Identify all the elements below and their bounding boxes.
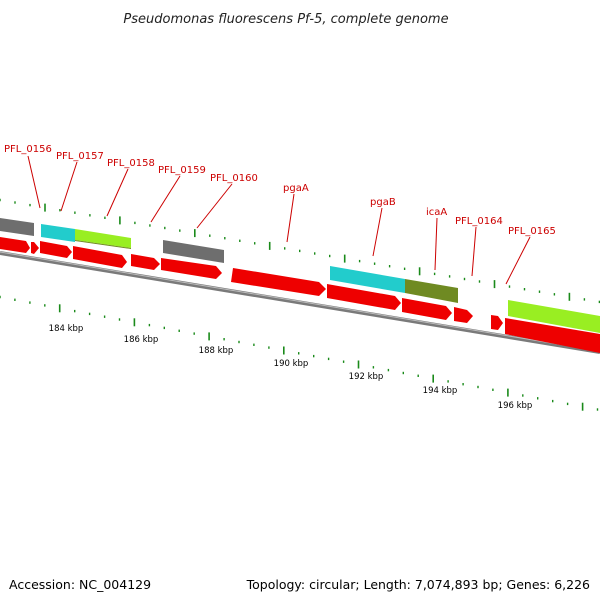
gene-label: PFL_0156 [4,144,52,155]
leader-line [196,183,233,229]
cds-track [0,237,600,353]
accession-text: Accession: NC_004129 [9,577,152,592]
cds-arrow [40,241,72,258]
tick-label: 186 kbp [124,335,159,345]
cds-arrow [231,268,326,296]
tick-label: 192 kbp [349,372,384,382]
leader-line [106,168,129,217]
feature-track [0,218,600,333]
position-labels: 184 kbp 186 kbp 188 kbp 190 kbp 192 kbp … [49,324,533,411]
leader-line [286,193,295,243]
cds-arrow [161,258,222,279]
tick-label: 196 kbp [498,401,533,411]
gene-label: PFL_0157 [56,151,104,162]
olive-feature [405,279,458,303]
cds-arrow [402,298,452,320]
leader-line [505,236,531,285]
gene-label: PFL_0158 [107,158,155,169]
upper-tick-track [0,198,600,304]
gene-label: PFL_0159 [158,165,206,176]
leader-line [27,155,41,209]
tick-label: 190 kbp [274,359,309,369]
cds-arrow [131,254,160,270]
tick-label: 184 kbp [49,324,84,334]
leader-line [434,217,438,271]
tick-label: 194 kbp [423,386,458,396]
map-title: Pseudomonas fluorescens Pf-5, complete g… [123,12,448,27]
cyan-feature [330,266,405,293]
gene-label: pgaB [370,197,396,208]
cyan-feature [41,224,75,242]
gene-label: PFL_0165 [508,226,556,237]
leader-line [150,175,181,223]
gray-feature [0,218,34,236]
cds-arrow [454,307,473,323]
gene-label: PFL_0160 [210,173,258,184]
lime-feature [75,229,131,248]
cds-arrow [491,315,503,330]
genome-backbone [0,251,600,354]
gene-labels: PFL_0156 PFL_0157 PFL_0158 PFL_0159 PFL_… [4,144,556,237]
genome-summary-text: Topology: circular; Length: 7,074,893 bp… [246,577,590,592]
cds-arrow [505,318,600,353]
tick-label: 188 kbp [199,346,234,356]
cds-arrow [31,242,39,254]
cds-arrow [0,237,30,253]
gray-feature [163,240,224,263]
genome-backbone-highlight [0,251,600,352]
leader-line [60,161,78,212]
gene-label-leaders [27,155,531,285]
cds-arrow [73,246,127,268]
lime-feature [508,300,600,333]
leader-line [372,207,383,257]
olive-feature-edge [75,240,131,249]
lower-tick-track [0,295,599,411]
cds-arrow [327,284,401,310]
gene-label: pgaA [283,183,309,194]
leader-line [471,226,477,277]
gene-label: PFL_0164 [455,216,503,227]
gene-label: icaA [426,207,447,218]
